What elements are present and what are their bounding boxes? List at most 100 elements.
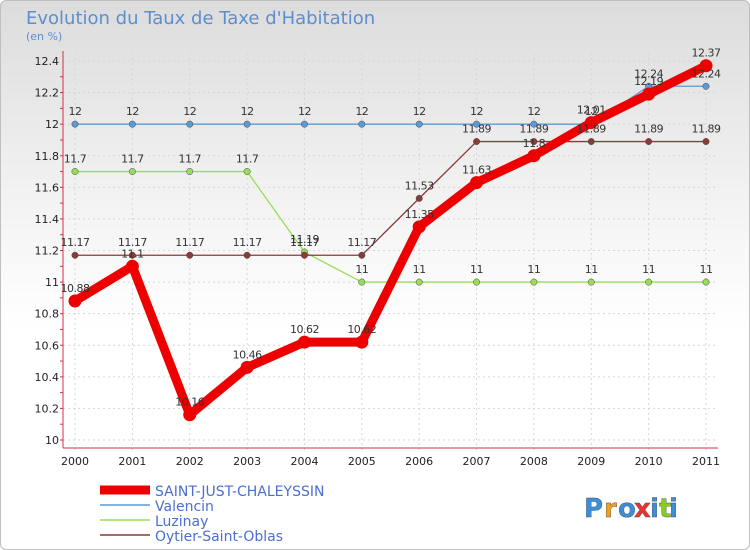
series-line-oytier-saint-oblas xyxy=(74,140,707,256)
series-group xyxy=(68,59,713,422)
data-point-luzinay xyxy=(702,278,710,286)
data-label-oytier-saint-oblas: 11.17 xyxy=(290,236,319,249)
data-label-luzinay: 11.7 xyxy=(121,153,144,166)
logo-letter: t xyxy=(659,494,671,524)
data-point-valencin xyxy=(415,120,423,128)
data-point-valencin xyxy=(473,120,480,128)
chart-subtitle: (en %) xyxy=(26,30,62,43)
y-tick-label: 11.2 xyxy=(35,245,60,258)
data-label-saint-just-chaleyssin: 11.1 xyxy=(121,247,144,260)
data-label-luzinay: 11 xyxy=(355,263,368,276)
data-point-oytier-saint-oblas xyxy=(530,138,538,145)
x-tick-label: 2009 xyxy=(577,455,605,468)
x-tick-label: 2002 xyxy=(176,455,204,468)
data-label-oytier-saint-oblas: 11.17 xyxy=(118,236,147,249)
data-point-luzinay xyxy=(71,168,79,175)
data-point-saint-just-chaleyssin xyxy=(699,59,713,73)
data-label-valencin: 12 xyxy=(355,105,368,118)
data-point-luzinay xyxy=(587,278,595,286)
data-point-oytier-saint-oblas xyxy=(71,251,79,259)
data-label-saint-just-chaleyssin: 11.35 xyxy=(405,208,434,221)
data-label-saint-just-chaleyssin: 10.46 xyxy=(233,348,262,361)
series-line-saint-just-chaleyssin xyxy=(70,61,711,420)
y-tick-label: 10.4 xyxy=(35,371,60,384)
x-tick-label: 2005 xyxy=(348,455,376,468)
y-tick-label: 10.2 xyxy=(35,402,60,415)
data-point-oytier-saint-oblas xyxy=(702,138,710,145)
data-point-oytier-saint-oblas xyxy=(186,251,194,259)
logo-letter: o xyxy=(618,494,636,524)
data-point-luzinay xyxy=(530,278,538,286)
data-label-oytier-saint-oblas: 11.17 xyxy=(175,236,204,249)
y-tick-label: 11.4 xyxy=(35,213,60,226)
data-point-saint-just-chaleyssin xyxy=(125,259,139,273)
x-tick-label: 2006 xyxy=(405,455,433,468)
x-tick-label: 2004 xyxy=(290,455,318,468)
data-point-oytier-saint-oblas xyxy=(243,251,251,259)
data-point-saint-just-chaleyssin xyxy=(642,87,656,101)
data-point-valencin xyxy=(358,120,366,128)
data-point-luzinay xyxy=(358,278,366,286)
data-point-saint-just-chaleyssin xyxy=(240,360,254,374)
logo-letter: i xyxy=(669,494,678,524)
data-point-oytier-saint-oblas xyxy=(128,251,136,259)
data-point-valencin xyxy=(71,120,79,128)
data-label-luzinay: 11 xyxy=(642,263,655,276)
data-point-saint-just-chaleyssin xyxy=(584,116,598,130)
data-label-oytier-saint-oblas: 11.53 xyxy=(405,179,434,192)
legend-label: Luzinay xyxy=(155,514,208,530)
y-tick-label: 10.6 xyxy=(35,339,60,352)
data-point-saint-just-chaleyssin xyxy=(355,335,369,349)
data-point-valencin xyxy=(128,120,136,128)
data-label-saint-just-chaleyssin: 11.8 xyxy=(523,137,546,150)
data-point-saint-just-chaleyssin xyxy=(470,176,484,190)
data-point-luzinay xyxy=(473,278,480,286)
data-point-luzinay xyxy=(186,168,194,175)
logo-letter: P xyxy=(584,494,603,524)
data-label-saint-just-chaleyssin: 10.62 xyxy=(347,323,376,336)
data-label-valencin: 12 xyxy=(183,105,196,118)
data-point-oytier-saint-oblas xyxy=(587,138,595,145)
data-label-oytier-saint-oblas: 11.89 xyxy=(692,123,721,136)
chart-title: Evolution du Taux de Taxe d'Habitation xyxy=(26,8,375,29)
data-point-valencin xyxy=(301,120,308,128)
data-point-luzinay xyxy=(243,168,251,175)
data-point-oytier-saint-oblas xyxy=(358,251,366,259)
data-label-saint-just-chaleyssin: 12.19 xyxy=(634,75,663,88)
series-line-valencin xyxy=(74,85,707,125)
data-label-valencin: 12 xyxy=(413,105,426,118)
axes: 1010.210.410.610.81111.211.411.611.81212… xyxy=(35,51,720,468)
data-label-valencin: 12.24 xyxy=(634,67,663,80)
y-tick-label: 12.4 xyxy=(35,55,60,68)
data-point-luzinay xyxy=(645,278,653,286)
data-point-oytier-saint-oblas xyxy=(645,138,653,145)
data-point-saint-just-chaleyssin xyxy=(183,408,197,422)
data-point-saint-just-chaleyssin xyxy=(412,220,426,234)
data-point-oytier-saint-oblas xyxy=(301,251,308,259)
data-label-luzinay: 11 xyxy=(527,263,540,276)
data-point-valencin xyxy=(243,120,251,128)
data-label-oytier-saint-oblas: 11.17 xyxy=(233,236,262,249)
data-label-oytier-saint-oblas: 11.17 xyxy=(61,236,90,249)
data-label-oytier-saint-oblas: 11.17 xyxy=(347,236,376,249)
data-label-saint-just-chaleyssin: 12.01 xyxy=(577,104,606,117)
data-label-valencin: 12 xyxy=(126,105,139,118)
data-label-oytier-saint-oblas: 11.89 xyxy=(462,123,491,136)
y-tick-label: 10 xyxy=(45,434,59,447)
data-label-saint-just-chaleyssin: 10.62 xyxy=(290,323,319,336)
data-label-valencin: 12 xyxy=(69,105,82,118)
logo-letter: r xyxy=(604,494,617,524)
y-tick-label: 10.8 xyxy=(35,308,60,321)
data-point-valencin xyxy=(702,82,710,90)
data-point-saint-just-chaleyssin xyxy=(68,294,82,308)
data-label-saint-just-chaleyssin: 10.16 xyxy=(175,396,204,409)
data-label-luzinay: 11.7 xyxy=(64,153,87,166)
data-label-luzinay: 11.7 xyxy=(178,153,201,166)
y-tick-label: 12 xyxy=(45,118,59,131)
data-label-valencin: 12 xyxy=(470,105,483,118)
data-label-valencin: 12 xyxy=(241,105,254,118)
data-label-luzinay: 11.7 xyxy=(236,153,259,166)
data-label-saint-just-chaleyssin: 12.37 xyxy=(692,47,721,60)
